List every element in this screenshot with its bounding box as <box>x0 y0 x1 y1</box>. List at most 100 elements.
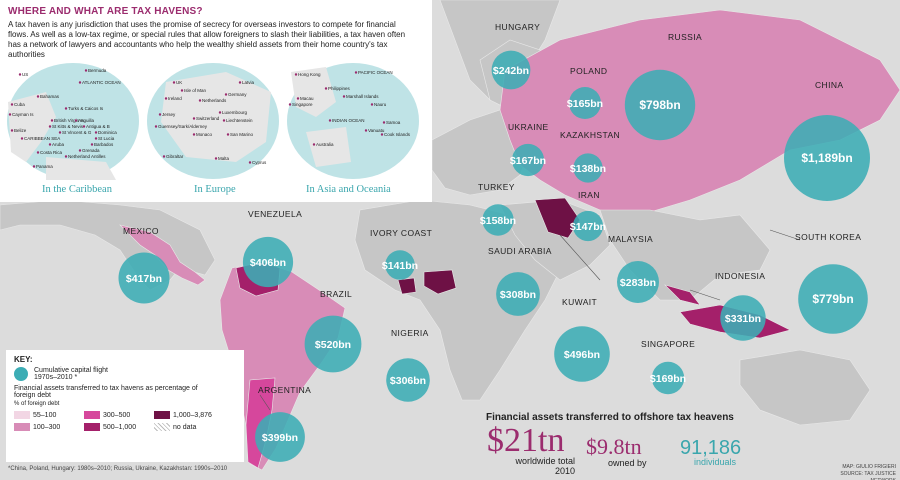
inset-dot <box>158 113 162 116</box>
inset-place-label: Macau <box>300 96 314 101</box>
inset-dot <box>36 95 40 98</box>
inset-place-label: Liechtenstein <box>226 118 253 123</box>
inset-dot <box>84 69 88 72</box>
inset-dot <box>154 125 158 128</box>
inset-dot <box>198 99 202 102</box>
inset-caption-asia: In Asia and Oceania <box>306 184 391 195</box>
inset-place-label: St Vincent & G <box>62 130 92 135</box>
inset-place-label: Jersey <box>162 112 176 117</box>
inset-place-label: Cyprus <box>252 160 267 165</box>
inset-dot <box>294 73 298 76</box>
key-bin: 55–100 <box>14 411 84 419</box>
key-bin-swatch <box>154 423 170 431</box>
inset-dot <box>10 103 14 106</box>
inset-place-label: British Virgin Is <box>54 118 85 123</box>
inset-dot <box>50 119 54 122</box>
inset-dot <box>74 119 78 122</box>
inset-place-label: Cayman Is <box>12 112 34 117</box>
inset-dot <box>214 157 218 160</box>
credit-source: SOURCE: TAX JUSTICE NETWORK <box>840 471 896 480</box>
inset-place-label: Costa Rica <box>40 150 63 155</box>
country-label-ivory-coast: IVORY COAST <box>370 228 432 238</box>
inset-dot <box>48 143 52 146</box>
key-scale-unit: % of foreign debt <box>14 401 60 407</box>
inset-place-label: Monaco <box>196 132 213 137</box>
inset-dot <box>328 119 332 122</box>
bubble-value-kazakhstan: $138bn <box>570 163 606 175</box>
inset-place-label: Switzerland <box>196 116 220 121</box>
bubble-ukraine <box>511 143 545 177</box>
country-label-brazil: BRAZIL <box>320 289 352 299</box>
bubble-indonesia <box>720 295 766 341</box>
key-bin-swatch <box>84 411 100 419</box>
inset-dot <box>78 149 82 152</box>
bubble-value-ukraine: $167bn <box>510 155 546 167</box>
intro-text: A tax haven is any jurisdiction that use… <box>8 20 406 59</box>
bubble-nigeria <box>386 358 430 402</box>
land-europe <box>431 109 531 196</box>
country-label-iran: IRAN <box>578 190 600 200</box>
bubble-value-iran: $147bn <box>570 221 606 233</box>
inset-place-label: Nauru <box>374 102 387 107</box>
key-bin: 500–1,000 <box>84 423 154 431</box>
inset-dot <box>192 133 196 136</box>
inset-place-label: St Lucia <box>98 136 115 141</box>
inset-dot <box>180 89 184 92</box>
bubble-china <box>784 115 870 201</box>
footnote: *China, Poland, Hungary: 1980s–2010; Rus… <box>8 466 228 472</box>
bubble-argentina <box>255 412 305 462</box>
inset-place-label: Guernsey/Sark/Alderney <box>158 124 208 129</box>
inset-place-label: Anguilla <box>78 118 95 123</box>
inset-dot <box>94 137 98 140</box>
bubble-value-kuwait: $496bn <box>564 349 600 361</box>
bubble-value-saudi-arabia: $308bn <box>500 289 536 301</box>
credit-map: MAP: GIULIO FRIGIERI <box>842 464 896 470</box>
bubble-singapore <box>651 361 685 395</box>
country-label-indonesia: INDONESIA <box>715 271 765 281</box>
inset-dot <box>82 125 86 128</box>
inset-place-label: Bermuda <box>88 68 107 73</box>
inset-place-label: Netherland Antilles <box>68 154 106 159</box>
key-bin-swatch <box>154 411 170 419</box>
inset-place-label: UK <box>176 80 182 85</box>
inset-place-label: Panama <box>36 164 53 169</box>
inset-place-label: Germany <box>228 92 247 97</box>
inset-place-label: Netherlands <box>202 98 227 103</box>
inset-dot <box>364 129 368 132</box>
inset-dot <box>20 137 24 140</box>
inset-place-label: Latvia <box>242 80 255 85</box>
inset-place-label: Bahamas <box>40 94 60 99</box>
key-bin: 300–500 <box>84 411 154 419</box>
bubble-malaysia <box>617 261 659 303</box>
bubble-value-brazil: $520bn <box>315 339 351 351</box>
bubble-hungary <box>491 50 531 90</box>
bubble-turkey <box>482 204 514 236</box>
inset-dot <box>354 71 358 74</box>
inset-dot <box>78 81 82 84</box>
inset-place-label: Marshall Islands <box>346 94 379 99</box>
summary-title: Financial assets transferred to offshore… <box>486 412 734 423</box>
summary-total-sub: worldwide total 2010 <box>515 456 575 476</box>
bubble-value-poland: $165bn <box>567 98 603 110</box>
summary-individuals: 91,186 <box>680 437 742 459</box>
country-label-kazakhstan: KAZAKHSTAN <box>560 130 620 140</box>
country-label-hungary: HUNGARY <box>495 22 540 32</box>
inset-asia-oceania: Hong Kong PACIFIC OCEAN Philippines MacauSi… <box>287 63 419 179</box>
inset-dot <box>192 117 196 120</box>
inset-place-label: Grenada <box>82 148 100 153</box>
inset-dot <box>8 113 12 116</box>
inset-place-label: Philippines <box>328 86 351 91</box>
inset-place-label: Aruba <box>52 142 65 147</box>
inset-place-label: ATLANTIC OCEAN <box>82 80 121 85</box>
bubble-value-indonesia: $331bn <box>725 313 761 325</box>
key-bin-label: 300–500 <box>103 411 131 419</box>
key-bin-label: 1,000–3,876 <box>173 411 212 419</box>
inset-place-label: Antigua & B <box>86 124 110 129</box>
inset-place-label: Belize <box>14 128 27 133</box>
land-australia <box>739 349 871 426</box>
inset-caption-europe: In Europe <box>194 184 236 195</box>
bubble-ivory-coast <box>385 250 415 280</box>
bubble-brazil <box>304 315 362 373</box>
